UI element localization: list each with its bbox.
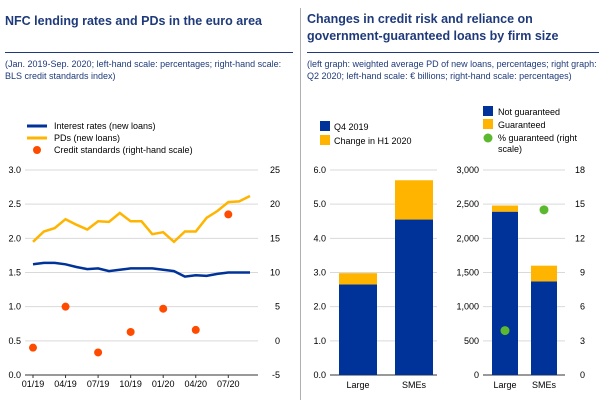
right-panel-title-line2: government-guaranteed loans by firm size: [307, 29, 559, 43]
left-title-rule: [5, 52, 293, 53]
y-tick-label-right: 5: [275, 302, 280, 312]
x-tick-label: 04/19: [54, 379, 77, 389]
y-tick-label: 6.0: [313, 165, 326, 175]
legend-label: Q4 2019: [334, 122, 369, 132]
left-panel-subtitle: (Jan. 2019-Sep. 2020; left-hand scale: p…: [5, 59, 282, 81]
guaranteed-share-point: [539, 205, 549, 215]
legend-swatch-dot: [33, 146, 41, 154]
legend-label: % guaranteed (right: [498, 133, 578, 143]
interest-rate-line: [32, 261, 250, 278]
legend-label: PDs (new loans): [54, 133, 120, 143]
legend-swatch: [483, 106, 493, 116]
y-tick-label-right: 25: [270, 165, 280, 175]
legend-swatch-dot: [483, 133, 493, 143]
y-tick-label-right: 9: [580, 268, 585, 278]
y-tick-label-left: 1.0: [8, 302, 21, 312]
credit-standards-point: [61, 302, 70, 311]
bar-guaranteed: [531, 265, 557, 282]
legend-label: scale): [498, 144, 522, 154]
y-tick-label-left: 500: [464, 336, 479, 346]
y-tick-label: 1.0: [313, 336, 326, 346]
right-panel-title-line1: Changes in credit risk and reliance on: [307, 12, 533, 26]
y-tick-label-right: 20: [270, 199, 280, 209]
y-tick-label-left: 1,000: [456, 302, 479, 312]
y-tick-label-left: 3,000: [456, 165, 479, 175]
y-tick-label-right: 18: [575, 165, 585, 175]
pd-line: [32, 194, 251, 244]
credit-standards-point: [29, 343, 37, 352]
y-tick-label: 3.0: [313, 268, 326, 278]
y-tick-label-right: 15: [270, 233, 280, 243]
y-tick-label-left: 2.5: [8, 199, 21, 209]
legend-swatch: [320, 135, 330, 145]
y-tick-label: 0.0: [313, 370, 326, 380]
y-tick-label: 2.0: [313, 302, 326, 312]
panel-divider: [300, 8, 301, 400]
legend-swatch: [483, 119, 493, 129]
y-tick-label-right: 12: [575, 233, 585, 243]
x-tick-label: 07/19: [87, 379, 110, 389]
bar-change-h1-2020: [339, 273, 377, 285]
bar-not-guaranteed: [531, 281, 557, 375]
y-tick-label-left: 0.0: [8, 370, 21, 380]
right-panel-subtitle: (left graph: weighted average PD of new …: [307, 59, 597, 81]
guaranteed-share-point: [500, 326, 510, 336]
y-tick-label-right: 3: [580, 336, 585, 346]
y-tick-label-left: 0: [474, 370, 479, 380]
y-tick-label: 5.0: [313, 199, 326, 209]
x-category-label: Large: [493, 380, 516, 390]
x-category-label: SMEs: [402, 380, 427, 390]
legend-label: Interest rates (new loans): [54, 121, 156, 131]
y-tick-label-right: 0: [580, 370, 585, 380]
y-tick-label-right: -5: [272, 370, 280, 380]
legend-label: Guaranteed: [498, 120, 546, 130]
x-category-label: Large: [346, 380, 369, 390]
x-tick-label: 01/20: [152, 379, 175, 389]
y-tick-label-left: 1.5: [8, 268, 21, 278]
y-tick-label-left: 3.0: [8, 165, 21, 175]
y-tick-label-right: 0: [275, 336, 280, 346]
legend-swatch: [320, 121, 330, 131]
y-tick-label-left: 2.0: [8, 233, 21, 243]
y-tick-label: 4.0: [313, 233, 326, 243]
x-tick-label: 07/20: [217, 379, 240, 389]
x-tick-label: 01/19: [22, 379, 45, 389]
credit-standards-point: [159, 304, 168, 313]
y-tick-label-left: 2,000: [456, 233, 479, 243]
legend-label: Not guaranteed: [498, 107, 560, 117]
y-tick-label-left: 1,500: [456, 268, 479, 278]
left-panel-title: NFC lending rates and PDs in the euro ar…: [5, 14, 263, 28]
x-tick-label: 04/20: [184, 379, 207, 389]
y-tick-label-left: 0.5: [8, 336, 21, 346]
bar-guaranteed: [492, 205, 518, 212]
x-tick-label: 10/19: [119, 379, 142, 389]
legend-label: Change in H1 2020: [334, 136, 412, 146]
legend-label: Credit standards (right-hand scale): [54, 145, 193, 155]
credit-standards-point: [191, 325, 200, 334]
bar-q4-2019: [395, 219, 433, 375]
credit-standards-point: [126, 327, 135, 336]
y-tick-label-right: 10: [270, 268, 280, 278]
bar-not-guaranteed: [492, 211, 518, 375]
x-category-label: SMEs: [532, 380, 557, 390]
right-title-rule: [307, 52, 599, 53]
y-tick-label-left: 2,500: [456, 199, 479, 209]
bar-q4-2019: [339, 284, 377, 375]
y-tick-label-right: 6: [580, 302, 585, 312]
credit-standards-point: [224, 210, 233, 219]
credit-standards-point: [94, 348, 103, 357]
bar-change-h1-2020: [395, 180, 433, 220]
y-tick-label-right: 15: [575, 199, 585, 209]
